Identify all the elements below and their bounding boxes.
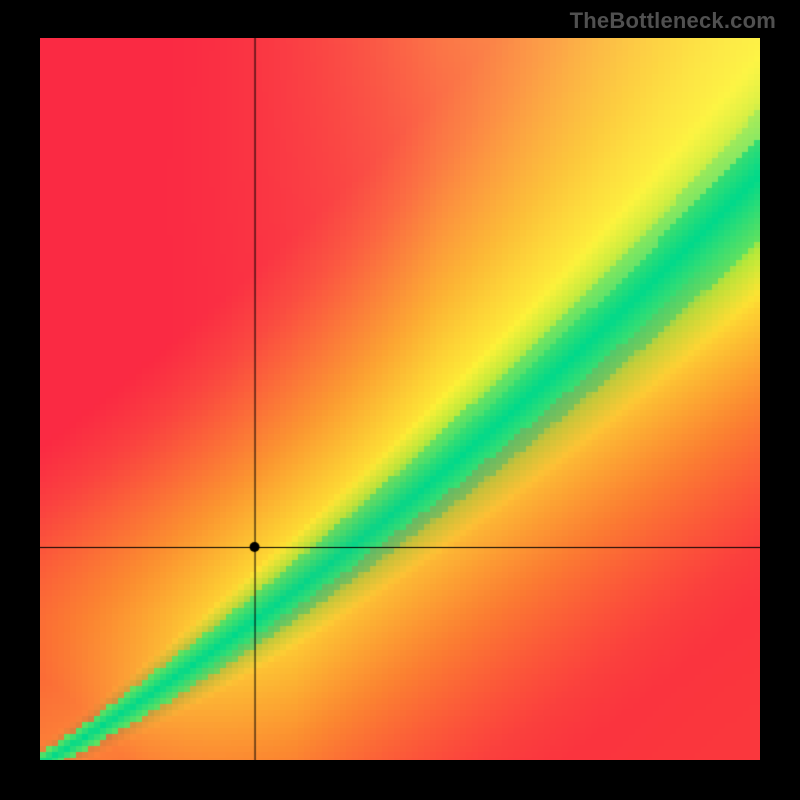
heatmap-canvas: [40, 38, 760, 760]
watermark-text: TheBottleneck.com: [570, 8, 776, 34]
heatmap-plot: [40, 38, 760, 760]
